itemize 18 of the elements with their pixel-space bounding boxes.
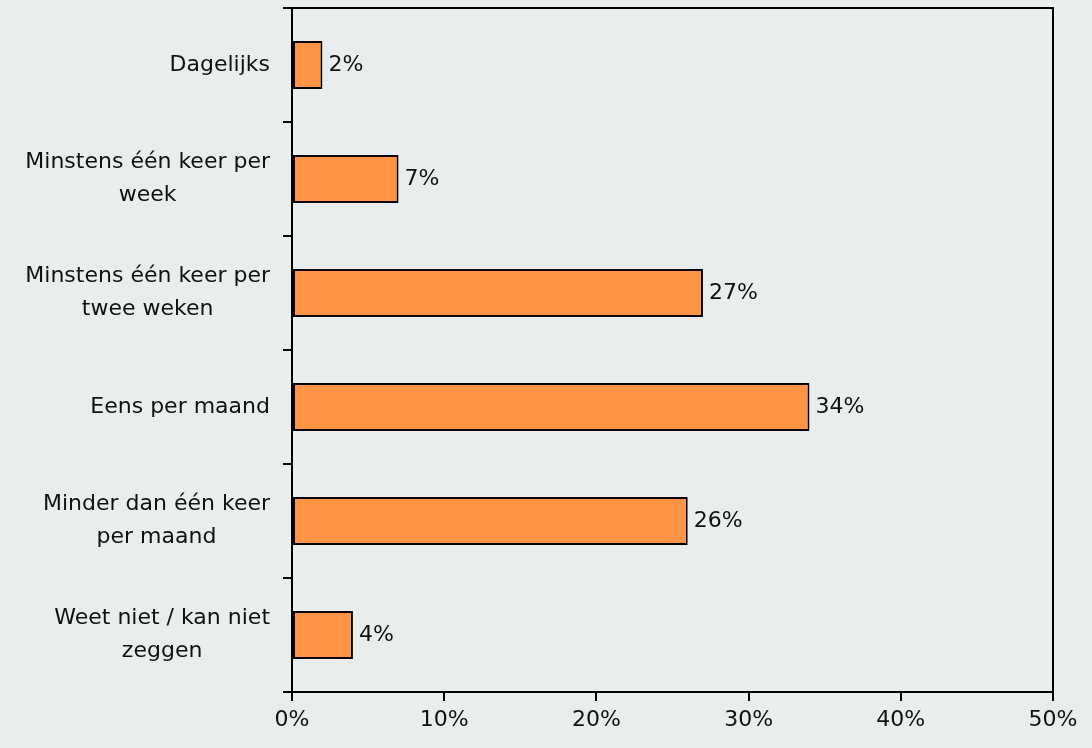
x-tick-label: 40% bbox=[876, 705, 926, 731]
x-tick-label: 0% bbox=[274, 705, 310, 731]
data-label: 26% bbox=[693, 506, 743, 532]
y-tick-label: Eens per maand bbox=[90, 392, 271, 418]
data-label: 2% bbox=[328, 50, 364, 76]
x-tick-label: 20% bbox=[571, 705, 621, 731]
x-tick-label: 10% bbox=[419, 705, 469, 731]
data-label: 34% bbox=[815, 392, 865, 418]
y-tick-label: Minder dan één keer per maand bbox=[42, 490, 271, 549]
y-tick-label: Dagelijks bbox=[169, 50, 270, 76]
data-label: 27% bbox=[708, 278, 758, 304]
data-label: 4% bbox=[358, 620, 394, 646]
y-tick-label: Minstens één keer per twee weken bbox=[25, 262, 271, 321]
x-tick-label: 30% bbox=[724, 705, 774, 731]
y-tick-label: Weet niet / kan niet zeggen bbox=[54, 604, 271, 663]
data-label: 7% bbox=[404, 164, 440, 190]
x-tick-label: 50% bbox=[1028, 705, 1078, 731]
y-tick-label: Minstens één keer per week bbox=[25, 148, 271, 207]
